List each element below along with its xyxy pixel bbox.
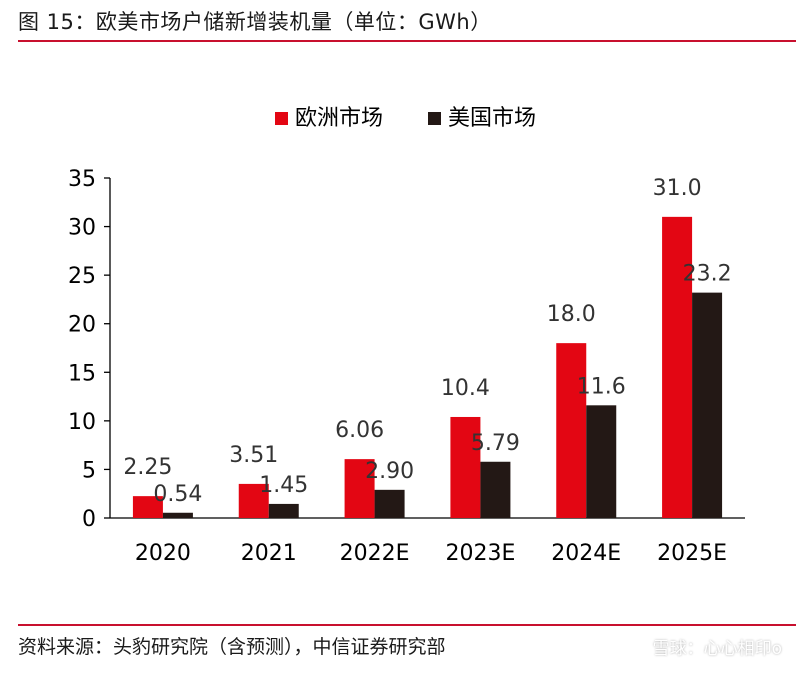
- y-tick-label: 0: [82, 507, 96, 532]
- label-europe-2020: 2.25: [123, 455, 172, 480]
- label-us-2025E: 23.2: [683, 262, 732, 287]
- bar-europe-2023E: [450, 416, 481, 518]
- figure-header: 图 15：欧美市场户储新增装机量（单位：GWh）: [0, 0, 800, 40]
- label-europe-2023E: 10.4: [441, 376, 490, 401]
- bar-europe-2020: [132, 496, 163, 518]
- x-tick-label: 2023E: [445, 541, 515, 566]
- legend: 欧洲市场 美国市场: [275, 106, 536, 131]
- bar-us-2021: [268, 503, 299, 518]
- y-tick-label: 25: [68, 264, 96, 289]
- x-tick-label: 2022E: [340, 541, 410, 566]
- bar-us-2020: [162, 512, 193, 518]
- chart-area: 欧洲市场 美国市场 0 5 10 15 20 25 30 35 2020 2021 2022E 202…: [0, 42, 800, 622]
- watermark-text: 雪球：心心相印o: [652, 639, 782, 659]
- label-europe-2022E: 6.06: [335, 418, 384, 443]
- label-us-2022E: 2.90: [365, 459, 414, 484]
- y-tick-label: 30: [68, 216, 96, 241]
- x-tick-label: 2024E: [551, 541, 621, 566]
- y-tick-label: 10: [68, 410, 96, 435]
- label-us-2021: 1.45: [259, 473, 308, 498]
- bar-us-2023E: [480, 461, 511, 518]
- y-tick-label: 20: [68, 313, 96, 338]
- x-tick-label: 2025E: [657, 541, 727, 566]
- label-europe-2021: 3.51: [229, 443, 278, 468]
- bar-europe-2024E: [556, 343, 587, 518]
- label-europe-2025E: 31.0: [653, 176, 702, 201]
- x-tick-label: 2020: [135, 541, 191, 566]
- x-tick-label: 2021: [241, 541, 297, 566]
- bar-europe-2025E: [662, 216, 693, 518]
- legend-swatch-2: [428, 112, 441, 125]
- y-tick-label: 15: [68, 361, 96, 386]
- figure-title: 图 15：欧美市场户储新增装机量（单位：GWh）: [18, 10, 492, 34]
- data-labels: 2.250.54 3.51 1.45 6.06 2.90 10.4 5.79 18.0 11.6…: [123, 176, 731, 507]
- bar-europe-2021: [238, 483, 269, 518]
- y-tick-label: 5: [82, 458, 96, 483]
- legend-label-1: 欧洲市场: [295, 106, 383, 131]
- bar-us-2022E: [374, 489, 405, 518]
- label-europe-2024E: 18.0: [547, 302, 596, 327]
- x-axis: 2020 2021 2022E 2023E 2024E 2025E: [110, 517, 745, 566]
- header-rule: [18, 40, 796, 42]
- label-us-2024E: 11.6: [577, 374, 626, 399]
- label-us-2023E: 5.79: [471, 431, 520, 456]
- bar-us-2024E: [586, 405, 617, 518]
- y-tick-label: 35: [68, 167, 96, 192]
- legend-label-2: 美国市场: [448, 106, 536, 131]
- bar-us-2025E: [692, 292, 723, 518]
- bars: [132, 216, 723, 518]
- legend-swatch-1: [275, 112, 288, 125]
- label-us-2020: 0.54: [153, 482, 202, 507]
- footer-rule: [18, 624, 796, 626]
- source-note: 资料来源：头豹研究院（含预测），中信证券研究部: [18, 636, 446, 658]
- y-axis: 0 5 10 15 20 25 30 35: [68, 167, 111, 532]
- bar-europe-2022E: [344, 459, 375, 518]
